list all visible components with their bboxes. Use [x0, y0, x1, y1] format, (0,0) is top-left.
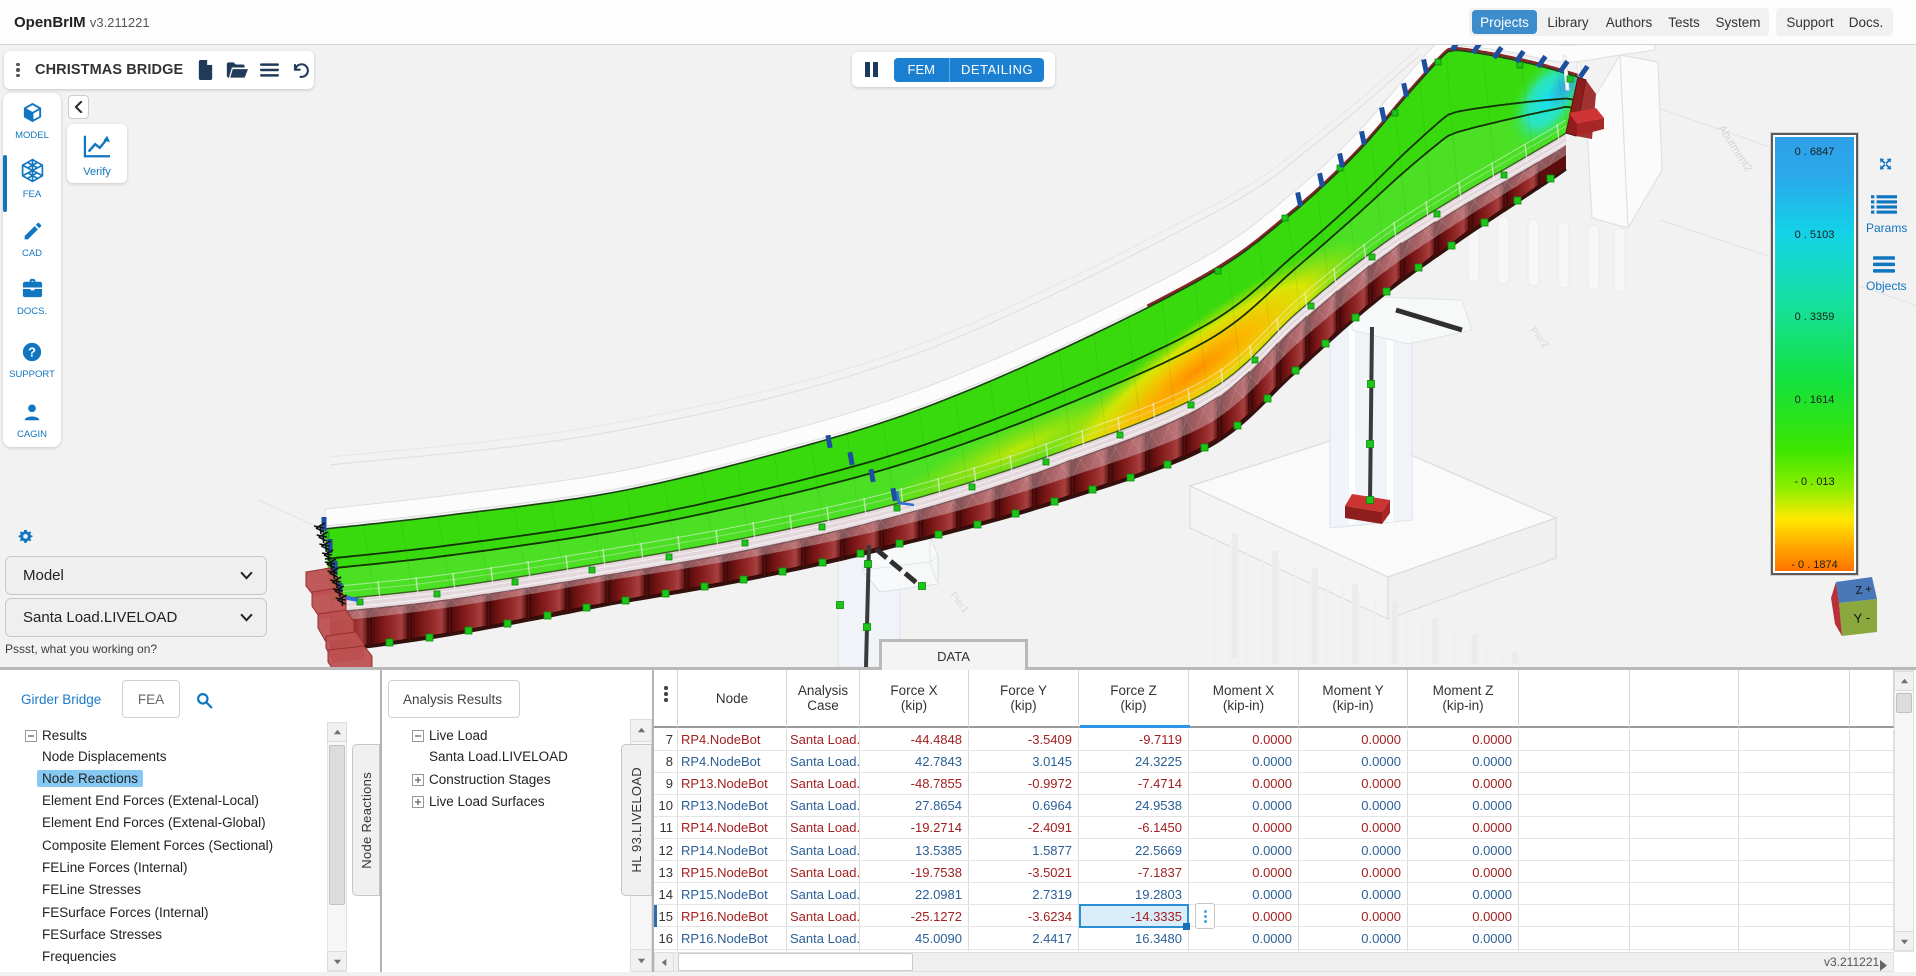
- svg-text:Y -: Y -: [1853, 610, 1870, 626]
- svg-text:Pier2: Pier2: [1528, 325, 1551, 351]
- svg-text:?: ?: [28, 345, 36, 360]
- svg-text:Z +: Z +: [1855, 583, 1872, 597]
- svg-text:Abutment2: Abutment2: [1715, 123, 1754, 174]
- svg-text:Pier1: Pier1: [948, 590, 971, 616]
